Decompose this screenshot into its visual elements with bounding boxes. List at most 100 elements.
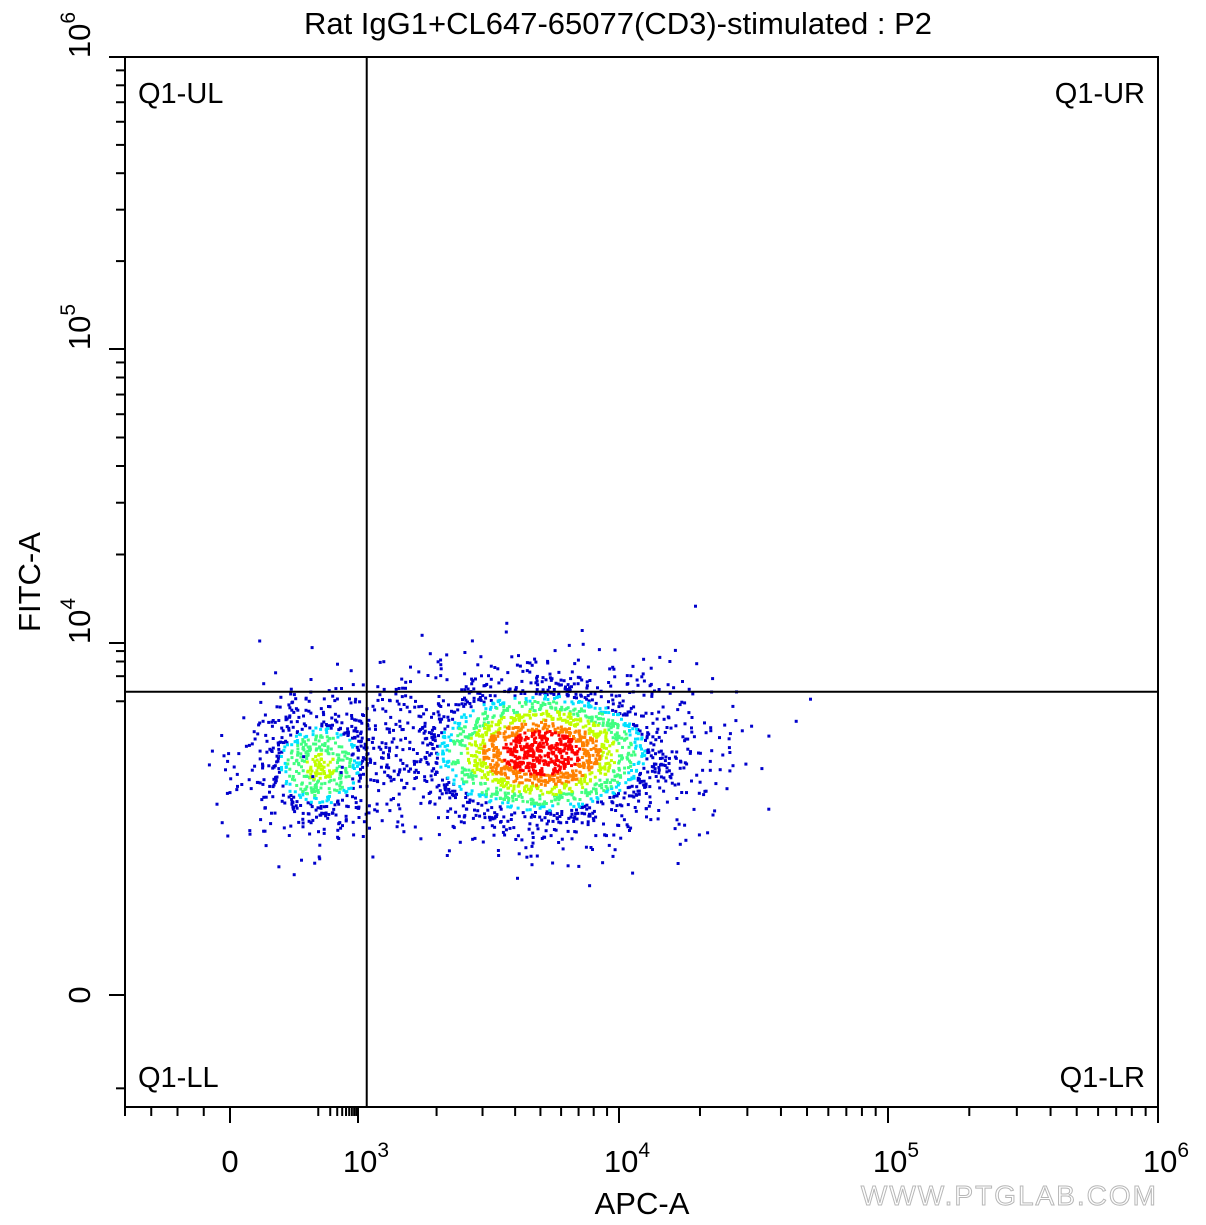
data-point [467,736,471,740]
data-point [426,674,430,677]
data-point [565,707,569,711]
data-point [307,699,311,703]
data-point [322,805,326,809]
data-point [544,678,548,682]
data-point [491,759,495,763]
data-point [636,776,640,780]
data-point [550,706,554,710]
data-point [236,784,239,788]
data-point [709,729,713,733]
data-point [617,754,621,758]
data-point [548,672,552,676]
data-point [353,736,357,740]
data-point [328,794,331,798]
data-point [327,787,331,791]
data-point [383,770,387,774]
data-point [494,767,498,771]
data-point [462,704,466,708]
data-point [600,783,604,787]
data-point [335,697,339,701]
data-point [524,846,528,850]
data-point [607,843,611,847]
data-point [465,735,469,739]
data-point [472,699,476,703]
data-point [248,832,252,836]
data-point [497,854,501,857]
data-point [359,740,363,744]
data-point [414,699,417,703]
data-point [439,765,443,769]
data-point [468,742,472,746]
data-point [295,800,299,804]
data-point [610,693,614,697]
data-point [337,756,341,760]
data-point [510,716,514,720]
data-point [424,757,428,761]
data-point [469,792,473,796]
data-point [573,762,577,766]
data-point [536,683,540,687]
data-point [590,698,594,702]
data-point [280,736,284,740]
data-point [698,780,702,784]
data-point [513,688,517,692]
data-point [596,686,599,690]
data-point [495,793,499,796]
data-point [607,700,610,704]
data-point [659,775,663,779]
data-point [222,754,226,758]
data-point [683,739,687,743]
data-point [645,815,648,819]
data-point [510,721,514,725]
data-point [665,766,669,770]
data-point [467,757,471,761]
data-point [311,733,315,737]
data-point [267,720,271,724]
data-point [432,767,436,771]
data-point [550,733,554,737]
data-point [496,763,500,767]
data-point [341,824,344,828]
data-point [544,719,548,723]
data-point [502,716,506,719]
data-point [435,756,439,760]
data-point [465,780,469,784]
data-point [645,736,649,740]
data-point [322,831,326,835]
data-point [344,790,348,794]
data-point [587,699,591,703]
data-point [329,726,333,730]
data-point [602,743,606,747]
data-point [598,784,602,788]
data-point [685,791,688,795]
data-point [530,663,534,667]
data-point [645,757,649,761]
data-point [525,713,529,717]
data-point [625,724,629,728]
data-point [360,736,364,740]
data-point [496,734,500,738]
data-point [574,830,578,834]
data-point [275,705,279,709]
data-point [277,770,281,774]
data-point [657,809,661,812]
data-point [500,678,504,682]
data-point [566,747,570,751]
data-point [294,804,298,808]
data-point [538,802,542,806]
data-point [461,730,465,734]
data-point [571,772,575,776]
data-point [486,771,490,775]
data-point [572,682,576,686]
data-point [305,734,309,738]
data-point [305,760,309,764]
data-point [292,762,296,766]
data-point [446,744,450,748]
data-point [594,715,598,719]
data-point [259,818,263,822]
data-point [547,819,550,823]
data-point [525,669,529,673]
data-point [709,726,713,730]
data-point [617,705,621,709]
data-point [478,758,482,762]
